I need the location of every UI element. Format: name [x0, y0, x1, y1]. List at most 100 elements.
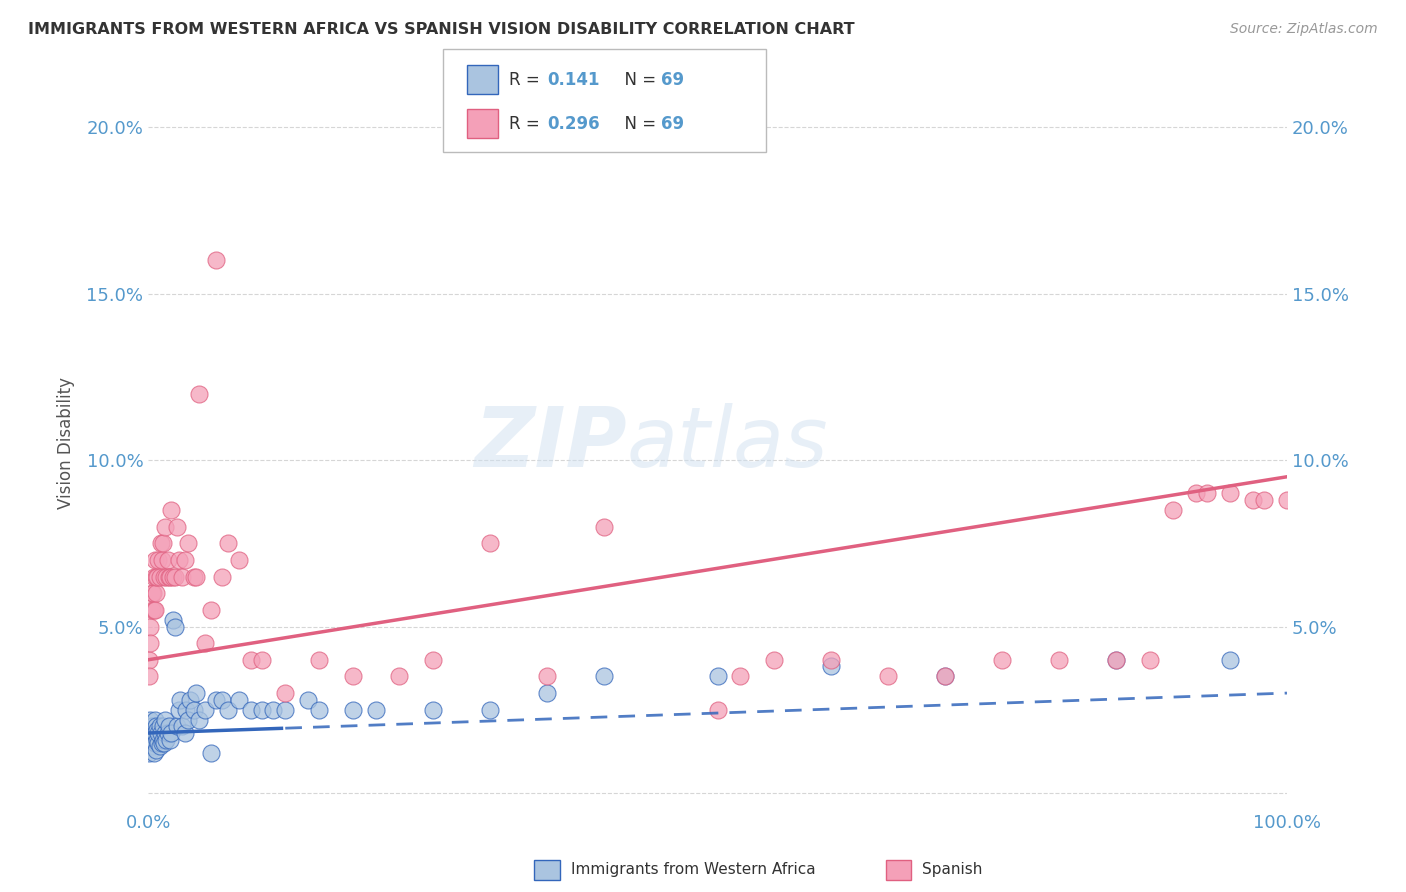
Point [150, 553, 173, 567]
Point [139, 619, 162, 633]
Text: R =: R = [509, 70, 546, 88]
Point [1219, 653, 1241, 667]
Point [152, 536, 174, 550]
Point [153, 569, 176, 583]
Point [211, 569, 233, 583]
Point [139, 636, 162, 650]
Point [262, 703, 284, 717]
Point [143, 603, 166, 617]
Point [200, 603, 222, 617]
Point [205, 692, 228, 706]
Point [148, 569, 170, 583]
Point [172, 719, 194, 733]
Point [991, 653, 1014, 667]
Point [173, 726, 195, 740]
Point [820, 653, 842, 667]
Text: Spanish: Spanish [922, 863, 983, 877]
Text: N =: N = [614, 70, 662, 88]
Point [148, 719, 170, 733]
Point [422, 703, 444, 717]
Point [172, 569, 194, 583]
Point [217, 536, 239, 550]
Point [188, 713, 211, 727]
Point [145, 742, 167, 756]
Point [142, 726, 165, 740]
Point [138, 669, 160, 683]
Point [155, 713, 177, 727]
Point [211, 692, 233, 706]
Point [478, 703, 501, 717]
Point [274, 686, 297, 700]
Point [388, 669, 411, 683]
Point [167, 703, 190, 717]
Point [177, 536, 200, 550]
Point [1253, 493, 1275, 508]
Point [250, 653, 273, 667]
Point [184, 569, 207, 583]
Point [145, 586, 167, 600]
Point [422, 653, 444, 667]
Point [142, 586, 165, 600]
Point [165, 569, 187, 583]
Text: ZIP: ZIP [474, 403, 627, 484]
Point [139, 713, 162, 727]
Text: Source: ZipAtlas.com: Source: ZipAtlas.com [1230, 22, 1378, 37]
Point [1105, 653, 1128, 667]
Point [250, 703, 273, 717]
Point [174, 703, 197, 717]
Point [148, 726, 170, 740]
Point [706, 703, 728, 717]
Point [141, 603, 163, 617]
Point [166, 519, 188, 533]
Point [141, 719, 163, 733]
Point [308, 653, 330, 667]
Point [179, 692, 201, 706]
Point [145, 569, 167, 583]
Point [217, 703, 239, 717]
Point [934, 669, 956, 683]
Point [148, 739, 170, 754]
Point [146, 732, 169, 747]
Point [142, 569, 165, 583]
Point [143, 726, 166, 740]
Point [194, 703, 217, 717]
Text: 69: 69 [661, 115, 683, 133]
Point [706, 669, 728, 683]
Point [1105, 653, 1128, 667]
Point [160, 726, 183, 740]
Point [1185, 486, 1208, 500]
Point [165, 619, 187, 633]
Point [149, 536, 172, 550]
Text: 69: 69 [661, 70, 683, 88]
Point [149, 726, 172, 740]
Point [142, 603, 165, 617]
Text: atlas: atlas [627, 403, 828, 484]
Point [141, 732, 163, 747]
Point [139, 726, 162, 740]
Text: R =: R = [509, 115, 546, 133]
Point [159, 569, 181, 583]
Point [228, 553, 250, 567]
Point [1139, 653, 1161, 667]
Point [188, 386, 211, 401]
Point [148, 553, 170, 567]
Point [763, 653, 786, 667]
Point [157, 569, 180, 583]
Point [143, 553, 166, 567]
Point [142, 746, 165, 760]
Point [155, 726, 177, 740]
Point [141, 586, 163, 600]
Point [138, 736, 160, 750]
Point [592, 519, 614, 533]
Point [1161, 503, 1184, 517]
Point [239, 653, 262, 667]
Point [169, 692, 191, 706]
Point [297, 692, 319, 706]
Point [145, 719, 167, 733]
Point [1047, 653, 1070, 667]
Text: N =: N = [614, 115, 662, 133]
Point [146, 569, 169, 583]
Point [183, 569, 205, 583]
Point [194, 636, 217, 650]
Point [342, 669, 364, 683]
